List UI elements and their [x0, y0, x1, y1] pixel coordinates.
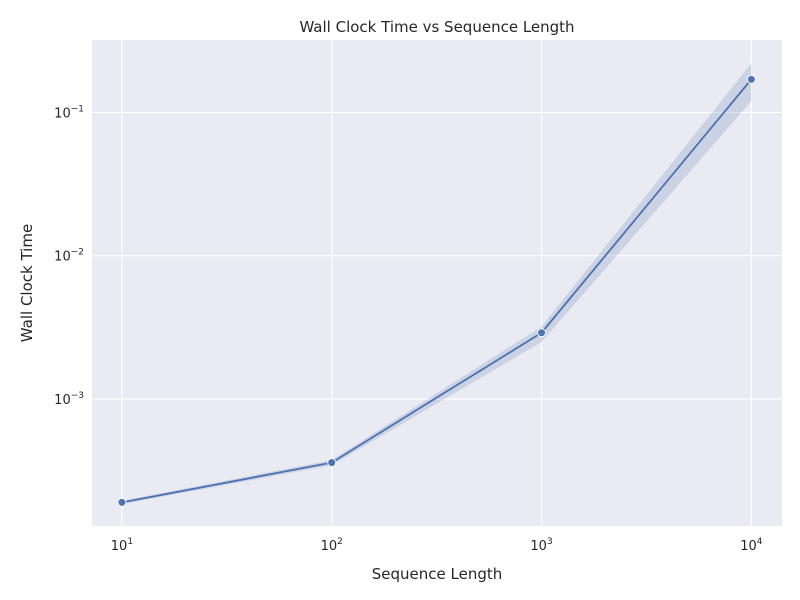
y-tick-exponent: −1 [71, 104, 84, 114]
x-tick-label: 104 [740, 537, 763, 554]
x-tick-base: 10 [530, 539, 547, 554]
data-point [327, 458, 337, 468]
y-tick-label: 10−2 [54, 248, 84, 265]
x-tick-base: 10 [111, 539, 128, 554]
data-point [746, 74, 756, 84]
x-axis-label: Sequence Length [372, 565, 503, 583]
x-tick-base: 10 [321, 539, 338, 554]
y-tick-base: 10 [54, 393, 71, 408]
y-axis-label: Wall Clock Time [18, 224, 36, 342]
x-tick-label: 101 [111, 537, 133, 554]
x-tick-label: 102 [321, 537, 343, 554]
y-tick-base: 10 [54, 106, 71, 121]
y-tick-base: 10 [54, 250, 71, 265]
chart-title: Wall Clock Time vs Sequence Length [299, 18, 574, 36]
series-layer [117, 63, 756, 507]
x-tick-exponent: 4 [757, 537, 763, 547]
series-line [121, 78, 753, 504]
x-tick-exponent: 3 [547, 537, 553, 547]
grid [92, 40, 782, 526]
y-tick-label: 10−1 [54, 104, 84, 121]
x-tick-label: 103 [530, 537, 552, 554]
y-tick-exponent: −3 [71, 391, 84, 401]
x-tick-exponent: 1 [127, 537, 133, 547]
y-tick-label: 10−3 [54, 391, 84, 408]
x-tick-base: 10 [740, 539, 757, 554]
plot-background [92, 40, 782, 526]
data-point [537, 328, 546, 338]
y-tick-exponent: −2 [71, 248, 84, 258]
data-point [117, 497, 127, 507]
x-tick-exponent: 2 [337, 537, 343, 547]
